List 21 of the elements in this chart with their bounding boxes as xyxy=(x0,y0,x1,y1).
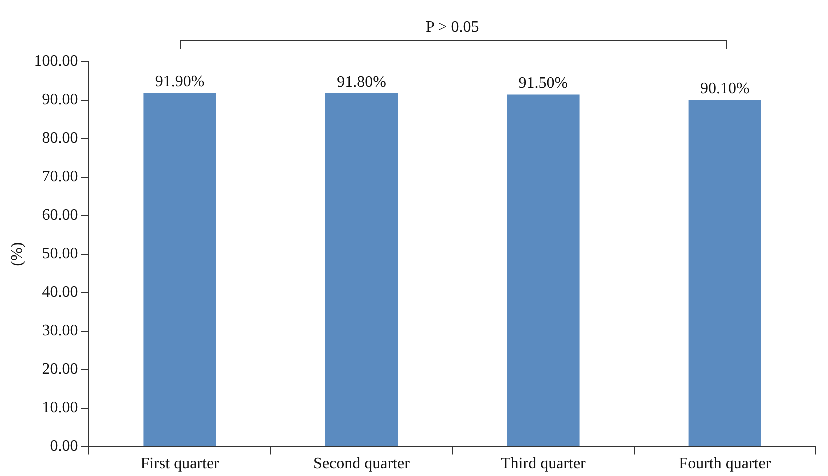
data-label: 91.90% xyxy=(155,73,205,90)
y-axis-title: (%) xyxy=(8,242,26,266)
y-tick-label: 40.00 xyxy=(42,284,78,302)
data-label: 90.10% xyxy=(700,80,750,98)
x-tick-label: Fourth quarter xyxy=(679,456,772,473)
y-tick-label: 10.00 xyxy=(42,400,78,417)
y-tick-label: 0.00 xyxy=(50,438,78,456)
x-tick-label: First quarter xyxy=(140,456,220,473)
text: P > 0.05 xyxy=(426,19,480,36)
y-tick-label: 80.00 xyxy=(42,130,78,148)
data-label: 91.50% xyxy=(518,74,568,92)
y-tick-label: 90.00 xyxy=(42,92,78,109)
y-tick-label: 20.00 xyxy=(42,361,78,378)
x-tick-label: Third quarter xyxy=(501,456,587,473)
y-tick-label: 70.00 xyxy=(42,168,78,186)
y-tick-label: 50.00 xyxy=(42,246,78,263)
y-tick-label: 100.00 xyxy=(34,53,78,70)
data-label: 91.80% xyxy=(337,74,386,91)
y-tick-label: 30.00 xyxy=(42,322,78,340)
x-tick-label: Second quarter xyxy=(314,456,411,473)
y-tick-label: 60.00 xyxy=(42,207,78,224)
